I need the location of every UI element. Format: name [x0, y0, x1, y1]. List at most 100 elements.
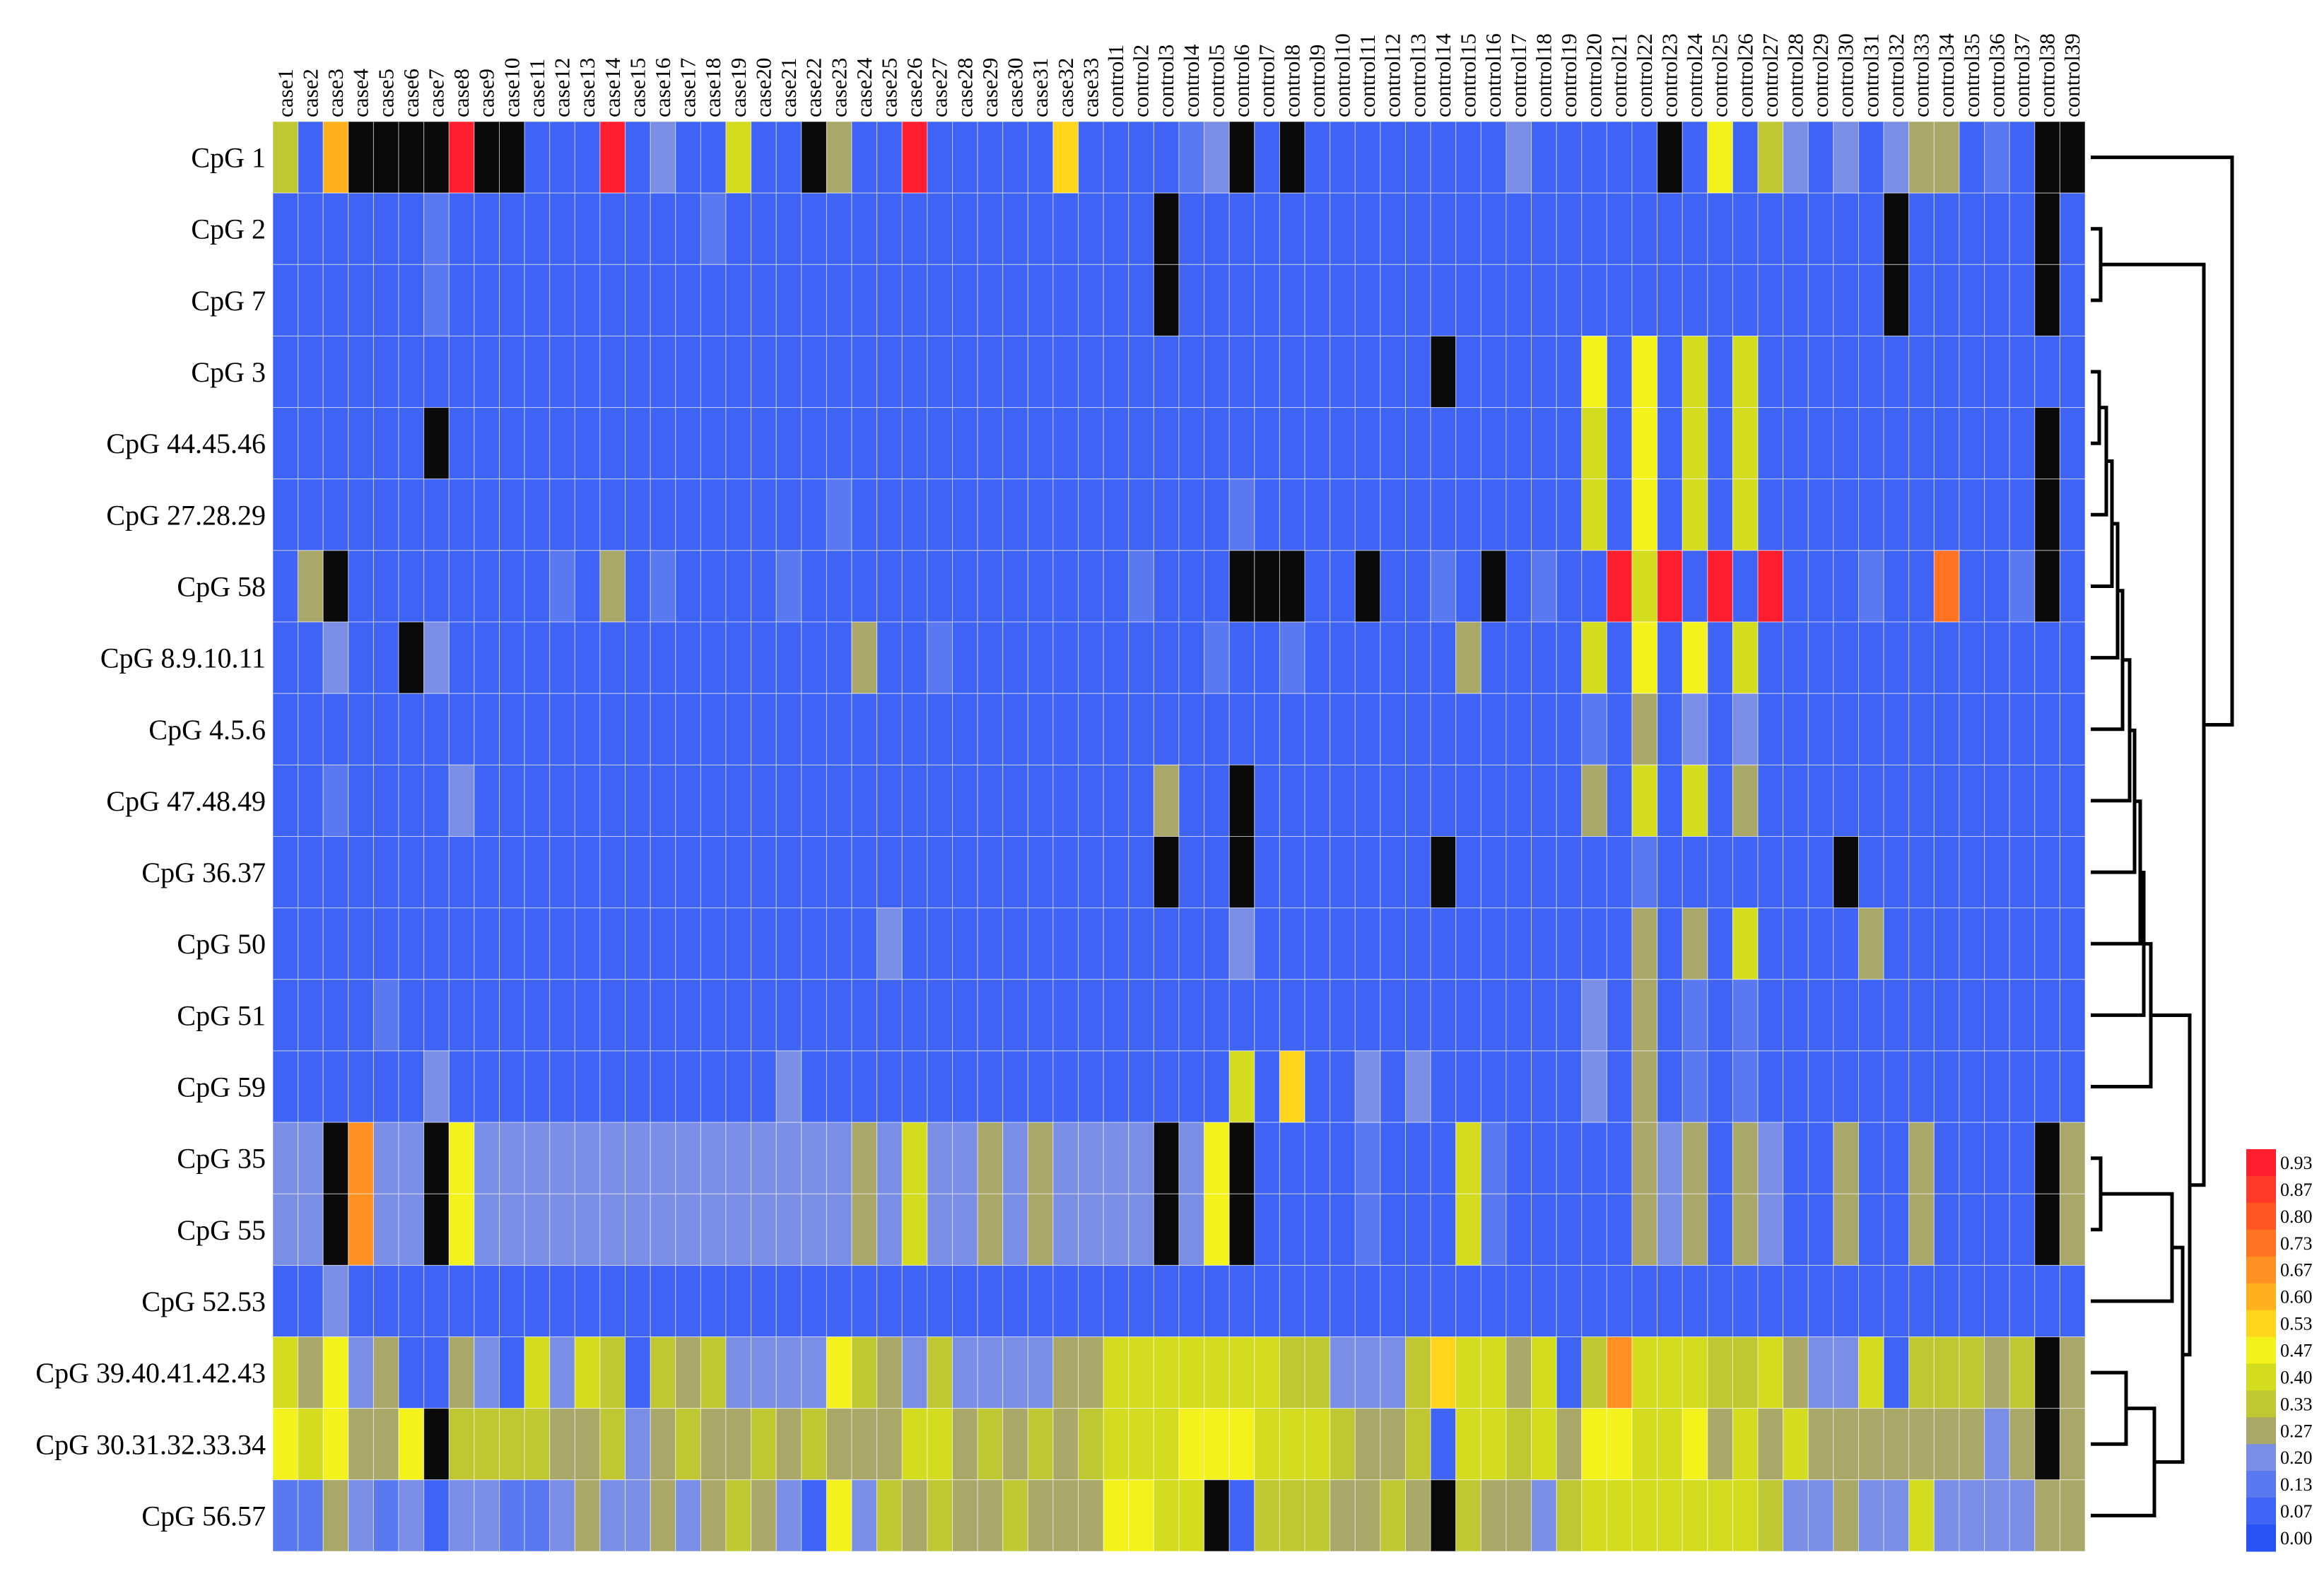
heatmap-cell	[751, 1408, 777, 1481]
heatmap-cell	[423, 764, 450, 837]
heatmap-cell	[423, 979, 450, 1052]
heatmap-cell	[1858, 1336, 1884, 1409]
heatmap-cell	[1732, 1264, 1759, 1338]
heatmap-cell	[524, 621, 551, 694]
heatmap-cell	[1153, 550, 1180, 623]
heatmap-cell	[1279, 764, 1305, 837]
heatmap-cell	[599, 1479, 626, 1552]
heatmap-cell	[1783, 192, 1809, 265]
heatmap-cell	[1480, 907, 1507, 980]
heatmap-cell	[1178, 264, 1205, 336]
heatmap-cell	[574, 907, 601, 980]
heatmap-cell	[1506, 907, 1532, 980]
heatmap-cell	[2034, 907, 2060, 980]
heatmap-cell	[2059, 407, 2086, 480]
heatmap-cell	[423, 1264, 450, 1338]
heatmap-cell	[977, 1479, 1004, 1552]
heatmap-cell	[1254, 764, 1280, 837]
heatmap-cell	[700, 979, 727, 1052]
heatmap-cell	[1330, 192, 1356, 265]
heatmap-cell	[1052, 1122, 1079, 1194]
heatmap-cell	[448, 907, 475, 980]
heatmap-cell	[1883, 979, 1910, 1052]
heatmap-cell	[1480, 264, 1507, 336]
heatmap-cell	[1732, 550, 1759, 623]
heatmap-cell	[952, 550, 978, 623]
dendrogram-branch	[2091, 155, 2234, 727]
heatmap-cell	[1228, 121, 1255, 194]
heatmap-cell	[1455, 1408, 1481, 1481]
heatmap-cell	[398, 478, 425, 551]
heatmap-cell	[1304, 979, 1331, 1052]
heatmap-cell	[2034, 478, 2060, 551]
heatmap-cell	[549, 1264, 575, 1338]
heatmap-cell	[322, 121, 349, 194]
heatmap-cell	[1707, 121, 1733, 194]
heatmap-cell	[1531, 979, 1557, 1052]
heatmap-cell	[348, 407, 374, 480]
heatmap-cell	[1631, 1122, 1658, 1194]
heatmap-cell	[876, 1050, 903, 1123]
heatmap-cell	[650, 764, 676, 837]
heatmap-cell	[1254, 264, 1280, 336]
heatmap-cell	[801, 693, 827, 765]
heatmap-cell	[700, 1050, 727, 1123]
heatmap-cell	[952, 192, 978, 265]
heatmap-cell	[901, 764, 928, 837]
heatmap-cell	[1682, 407, 1708, 480]
heatmap-cell	[751, 478, 777, 551]
heatmap-cell	[1052, 192, 1079, 265]
heatmap-cell	[625, 192, 651, 265]
heatmap-cell	[1883, 407, 1910, 480]
heatmap-cell	[2034, 550, 2060, 623]
heatmap-cell	[1304, 1408, 1331, 1481]
heatmap-cell	[1430, 1193, 1457, 1266]
heatmap-cell	[1204, 979, 1230, 1052]
heatmap-cell	[599, 550, 626, 623]
column-label: control19	[1556, 33, 1581, 117]
heatmap-cell	[2009, 1408, 2036, 1481]
heatmap-cell	[574, 979, 601, 1052]
heatmap-cell	[1430, 1050, 1457, 1123]
heatmap-cell	[372, 407, 399, 480]
heatmap-cell	[1682, 550, 1708, 623]
heatmap-cell	[1254, 1050, 1280, 1123]
heatmap-cell	[1984, 121, 2010, 194]
heatmap-cell	[1682, 764, 1708, 837]
column-label: control18	[1531, 33, 1556, 117]
heatmap-cell	[2034, 1408, 2060, 1481]
heatmap-cell	[650, 478, 676, 551]
heatmap-cell	[1204, 192, 1230, 265]
heatmap-cell	[398, 1122, 425, 1194]
heatmap-cell	[1732, 335, 1759, 409]
heatmap-cell	[1178, 407, 1205, 480]
heatmap-cell	[398, 979, 425, 1052]
heatmap-cell	[298, 550, 324, 623]
heatmap-cell	[599, 621, 626, 694]
heatmap-cell	[1959, 693, 1985, 765]
heatmap-cell	[322, 1050, 349, 1123]
heatmap-cell	[1330, 1336, 1356, 1409]
heatmap-cell	[1984, 907, 2010, 980]
heatmap-cell	[1153, 121, 1180, 194]
heatmap-cell	[574, 764, 601, 837]
heatmap-cell	[1606, 478, 1633, 551]
heatmap-cell	[448, 1050, 475, 1123]
heatmap-cell	[1052, 979, 1079, 1052]
column-label: case19	[726, 58, 751, 117]
heatmap-cell	[1581, 550, 1607, 623]
heatmap-cell	[725, 1193, 752, 1266]
heatmap-cell	[448, 1264, 475, 1338]
heatmap-cell	[1027, 335, 1054, 409]
heatmap-cell	[1783, 1122, 1809, 1194]
column-label: control8	[1279, 45, 1304, 117]
heatmap-cell	[1908, 907, 1935, 980]
heatmap-cell	[2034, 621, 2060, 694]
heatmap-cell	[725, 907, 752, 980]
heatmap-cell	[1204, 1193, 1230, 1266]
heatmap-cell	[474, 621, 500, 694]
heatmap-cell	[2009, 1336, 2036, 1409]
heatmap-cell	[322, 550, 349, 623]
heatmap-cell	[1933, 407, 1960, 480]
heatmap-cell	[1027, 1336, 1054, 1409]
